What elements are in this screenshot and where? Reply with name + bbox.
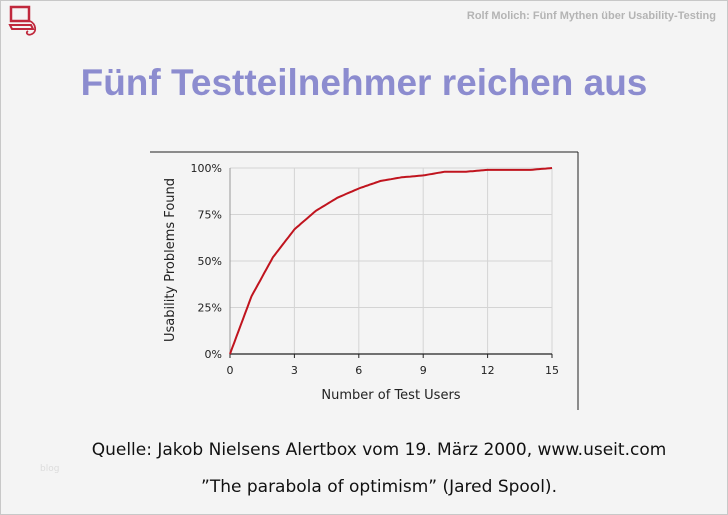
x-tick-label: 6 (355, 364, 362, 377)
quote-text: ”The parabola of optimism” (Jared Spool)… (201, 477, 557, 497)
y-axis-label: Usability Problems Found (163, 178, 178, 342)
y-tick-label: 0% (205, 348, 222, 361)
y-tick-label: 25% (198, 302, 222, 315)
series-line (229, 167, 553, 355)
y-tick-label: 100% (191, 162, 222, 175)
slide-title: Fünf Testteilnehmer reichen aus (80, 62, 648, 103)
x-tick-label: 3 (291, 364, 298, 377)
presentation-header: Rolf Molich: Fünf Mythen über Usability-… (466, 10, 716, 22)
watermark-text: blog (40, 464, 60, 474)
usability-chart: 0 3 6 9 12 15 0% 25% 50% 75% 100% Number of Test U… (150, 151, 579, 410)
source-citation: Quelle: Jakob Nielsens Alertbox vom 19. … (91, 440, 667, 460)
computer-logo-icon (8, 5, 37, 36)
x-tick-label: 12 (481, 364, 495, 377)
x-tick-label: 0 (227, 364, 234, 377)
x-tick-label: 15 (545, 364, 559, 377)
y-tick-label: 50% (198, 255, 222, 268)
x-tick-label: 9 (420, 364, 427, 377)
y-tick-label: 75% (198, 209, 222, 222)
x-axis-label: Number of Test Users (321, 388, 460, 403)
